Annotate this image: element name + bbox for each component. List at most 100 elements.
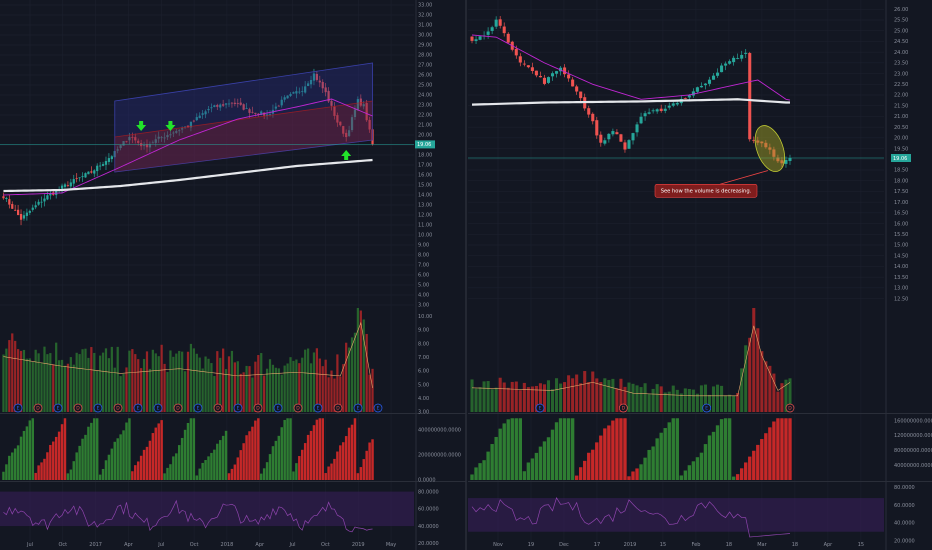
candle[interactable] bbox=[8, 199, 11, 205]
candle[interactable] bbox=[40, 201, 43, 203]
event-badge[interactable] bbox=[53, 403, 63, 413]
candle[interactable] bbox=[711, 75, 716, 80]
candle[interactable] bbox=[306, 83, 310, 86]
event-badge[interactable] bbox=[273, 403, 283, 413]
candle[interactable] bbox=[788, 158, 792, 161]
candle[interactable] bbox=[619, 134, 623, 142]
event-badge[interactable] bbox=[785, 403, 795, 413]
event-badge[interactable] bbox=[618, 403, 628, 413]
candle[interactable] bbox=[659, 108, 663, 112]
candle[interactable] bbox=[119, 145, 122, 149]
candle[interactable] bbox=[137, 140, 140, 143]
candle[interactable] bbox=[615, 132, 619, 135]
candle[interactable] bbox=[216, 104, 219, 107]
candle[interactable] bbox=[534, 70, 538, 76]
candle[interactable] bbox=[740, 54, 744, 59]
candle[interactable] bbox=[663, 108, 667, 111]
candle[interactable] bbox=[330, 100, 333, 106]
candle[interactable] bbox=[178, 130, 181, 132]
candle[interactable] bbox=[550, 73, 555, 77]
candle[interactable] bbox=[339, 121, 342, 126]
candle[interactable] bbox=[530, 67, 534, 71]
candle[interactable] bbox=[14, 209, 17, 211]
candle[interactable] bbox=[298, 91, 301, 93]
candle[interactable] bbox=[151, 142, 154, 144]
candle[interactable] bbox=[362, 104, 365, 107]
candle[interactable] bbox=[579, 91, 583, 99]
event-badge[interactable] bbox=[93, 403, 103, 413]
candle[interactable] bbox=[724, 63, 728, 66]
candle[interactable] bbox=[623, 142, 627, 150]
candle[interactable] bbox=[748, 53, 752, 140]
candle[interactable] bbox=[104, 161, 108, 165]
candle[interactable] bbox=[324, 87, 327, 93]
candle[interactable] bbox=[304, 86, 307, 93]
event-badge[interactable] bbox=[293, 403, 303, 413]
candle[interactable] bbox=[222, 104, 225, 106]
candle[interactable] bbox=[744, 52, 748, 54]
candle[interactable] bbox=[213, 105, 216, 108]
candle[interactable] bbox=[110, 156, 113, 160]
event-badge[interactable] bbox=[33, 403, 43, 413]
event-badge[interactable] bbox=[353, 403, 363, 413]
candle[interactable] bbox=[478, 36, 482, 40]
candle[interactable] bbox=[784, 159, 788, 164]
candle[interactable] bbox=[280, 99, 283, 106]
candle[interactable] bbox=[72, 179, 75, 184]
candle[interactable] bbox=[301, 91, 304, 93]
candle[interactable] bbox=[342, 126, 345, 134]
candle[interactable] bbox=[66, 185, 70, 186]
candle[interactable] bbox=[687, 95, 691, 98]
candle[interactable] bbox=[233, 102, 236, 104]
candle[interactable] bbox=[295, 91, 298, 94]
candle[interactable] bbox=[163, 137, 166, 139]
candle[interactable] bbox=[587, 108, 591, 115]
event-badge[interactable] bbox=[133, 403, 143, 413]
candle[interactable] bbox=[134, 137, 137, 141]
candle[interactable] bbox=[321, 81, 324, 89]
candle[interactable] bbox=[470, 36, 474, 41]
event-badge[interactable] bbox=[253, 403, 263, 413]
candle[interactable] bbox=[353, 109, 357, 118]
candle[interactable] bbox=[671, 103, 675, 106]
candle[interactable] bbox=[277, 105, 280, 107]
candle[interactable] bbox=[210, 107, 213, 109]
candle[interactable] bbox=[286, 95, 289, 99]
candle[interactable] bbox=[242, 104, 245, 110]
candle[interactable] bbox=[169, 134, 172, 136]
candle[interactable] bbox=[257, 113, 260, 115]
candle[interactable] bbox=[683, 98, 687, 99]
candle[interactable] bbox=[75, 177, 78, 179]
candle[interactable] bbox=[283, 97, 286, 100]
candle[interactable] bbox=[28, 210, 31, 213]
candle[interactable] bbox=[160, 137, 163, 139]
candle[interactable] bbox=[538, 76, 542, 78]
candle[interactable] bbox=[201, 113, 204, 115]
candle[interactable] bbox=[245, 108, 248, 109]
candle[interactable] bbox=[691, 91, 695, 96]
candle[interactable] bbox=[728, 61, 732, 64]
candle[interactable] bbox=[595, 120, 599, 136]
candle[interactable] bbox=[567, 74, 571, 79]
candle[interactable] bbox=[309, 79, 313, 85]
candle[interactable] bbox=[359, 98, 362, 106]
event-badge[interactable] bbox=[333, 403, 343, 413]
candle[interactable] bbox=[251, 111, 254, 113]
candle[interactable] bbox=[518, 56, 522, 63]
candle[interactable] bbox=[635, 124, 639, 133]
candle[interactable] bbox=[16, 209, 20, 216]
candle[interactable] bbox=[224, 103, 228, 105]
event-badge[interactable] bbox=[233, 403, 243, 413]
event-badge[interactable] bbox=[535, 403, 545, 413]
candle[interactable] bbox=[695, 87, 699, 92]
candle[interactable] bbox=[254, 112, 257, 114]
candle[interactable] bbox=[227, 103, 231, 105]
candle[interactable] bbox=[43, 198, 46, 202]
candle[interactable] bbox=[19, 213, 23, 220]
candle[interactable] bbox=[318, 80, 321, 83]
candle[interactable] bbox=[486, 31, 490, 35]
candle[interactable] bbox=[591, 113, 595, 122]
candle[interactable] bbox=[546, 77, 551, 83]
candle[interactable] bbox=[175, 131, 178, 133]
